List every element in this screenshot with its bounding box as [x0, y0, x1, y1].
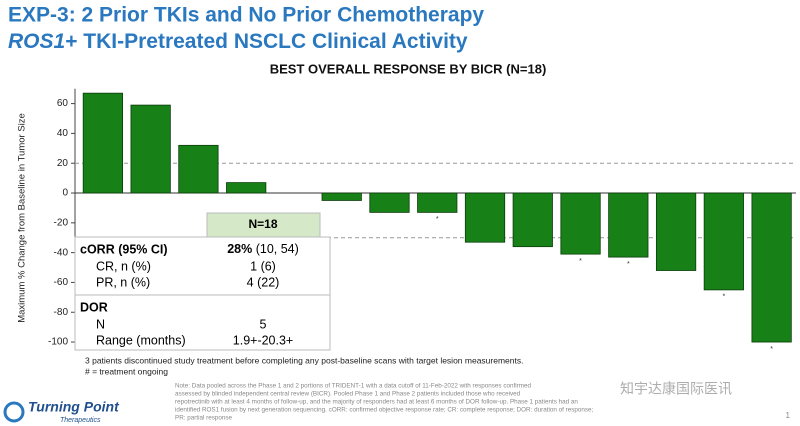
table-label: PR, n (%): [96, 275, 150, 289]
bar: [655, 192, 697, 271]
title: ROS1+ TKI-Pretreated NSCLC Clinical Acti…: [8, 30, 468, 53]
note: Note: Data pooled across the Phase 1 and…: [175, 383, 531, 390]
y-tick-label: 40: [57, 128, 69, 139]
table-value-bold: 28%: [227, 242, 252, 256]
bar: [560, 192, 601, 255]
bar: [369, 192, 410, 213]
bar: [464, 192, 506, 243]
table-label: cORR (95% CI): [80, 242, 168, 256]
table-value: 1 (6): [250, 259, 276, 273]
table-value: 28% (10, 54): [227, 242, 299, 256]
bar: [608, 192, 649, 258]
table: N=18 cORR (95% CI) 28% (10, 54) CR, n (%…: [74, 212, 331, 351]
bar: [417, 192, 458, 213]
y-tick-label: -20: [54, 217, 69, 228]
y-tick-label: 20: [57, 158, 69, 169]
bar: [130, 104, 171, 194]
y-tick-label: -80: [54, 307, 69, 318]
title-rest: + TKI-Pretreated NSCLC Clinical Activity: [65, 30, 468, 53]
note: repotrectinib with at least 4 months of …: [175, 399, 578, 406]
logo-mark: [3, 401, 25, 423]
bar: [321, 192, 362, 201]
bar: [82, 92, 123, 194]
logo-sub: Therapeutics: [60, 417, 101, 424]
bar: [703, 192, 744, 291]
table-value-ci: (10, 54): [252, 242, 299, 256]
bar: [226, 182, 267, 194]
table-body: [74, 236, 331, 351]
table-value: 5: [260, 317, 267, 331]
note: assessed by blinded independent central …: [175, 391, 521, 398]
title: EXP-3: 2 Prior TKIs and No Prior Chemoth…: [8, 4, 484, 27]
ongoing-marker: *: [627, 261, 630, 268]
y-axis-label: Maximum % Change from Baseline in Tumor …: [17, 113, 28, 323]
bar: [751, 192, 792, 343]
watermark: 知宇达康国际医讯: [620, 381, 732, 397]
ongoing-marker: *: [722, 294, 725, 301]
page-number: 1: [786, 411, 791, 420]
table-header-cell: [206, 212, 321, 238]
table-label: CR, n (%): [96, 259, 151, 273]
title-italic: ROS1: [8, 30, 65, 53]
table-value: 4 (22): [247, 275, 280, 289]
note: identified ROS1 fusion by next generatio…: [175, 407, 594, 414]
bar: [512, 192, 553, 248]
y-tick-label: 0: [62, 188, 68, 199]
y-tick-label: -40: [54, 247, 69, 258]
footnote: 3 patients discontinued study treatment …: [85, 355, 523, 365]
table-header: N=18: [248, 217, 277, 231]
table-label: N: [96, 317, 105, 331]
ongoing-marker: *: [770, 346, 773, 353]
table-label: DOR: [80, 300, 108, 314]
note: PR: partial response: [175, 415, 233, 422]
table-value: 1.9+-20.3+: [233, 333, 293, 347]
bar: [178, 144, 219, 194]
y-tick-label: -100: [48, 337, 68, 348]
ongoing-marker: *: [579, 258, 582, 265]
chart-title: BEST OVERALL RESPONSE BY BICR (N=18): [270, 61, 547, 76]
ongoing-marker: *: [436, 216, 439, 223]
y-tick-label: -60: [54, 277, 69, 288]
footnote: # = treatment ongoing: [85, 366, 168, 376]
logo-name: Turning Point: [28, 399, 120, 415]
y-tick-label: 60: [57, 98, 69, 109]
table-label: Range (months): [96, 333, 186, 347]
